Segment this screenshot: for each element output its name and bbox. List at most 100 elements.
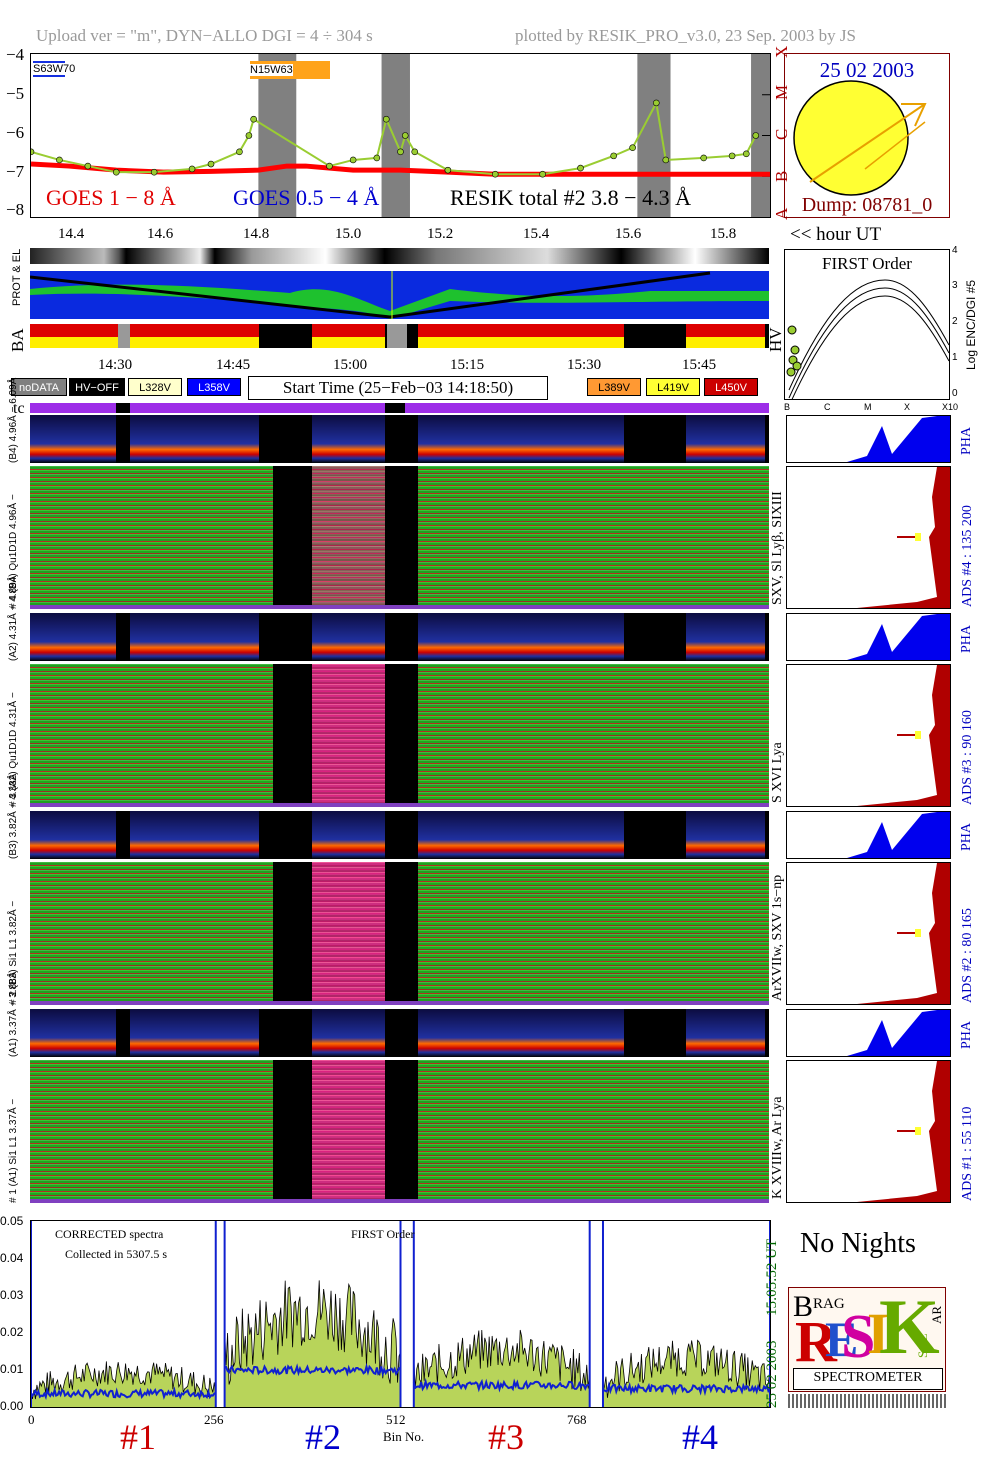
prot-el-strip <box>30 271 769 319</box>
fo-y-tick: 3 <box>952 280 958 291</box>
logo-letter-e: E <box>825 1311 859 1367</box>
hour-tick: 15.6 <box>615 226 642 242</box>
spectrum-area <box>224 1280 401 1407</box>
prot-el-label: PROT & EL <box>11 248 23 306</box>
pha-block <box>312 1009 385 1057</box>
resik-point <box>411 148 419 156</box>
spectrum-trace <box>413 1329 591 1392</box>
spectrogram-gap <box>273 664 312 807</box>
hour-tick: 14.4 <box>58 226 85 242</box>
pha-profile <box>786 1009 951 1057</box>
legend-l328v: L328V <box>128 378 182 396</box>
resik-point <box>207 160 215 168</box>
spectrum-trace <box>602 1339 770 1398</box>
data-point <box>792 361 802 371</box>
pha-text: PHA <box>959 822 974 851</box>
legend-l358v: L358V <box>187 378 241 396</box>
first-order-title: FIRST Order <box>822 254 912 273</box>
resik-point <box>444 166 452 174</box>
hour-axis: 14.4 14.6 14.8 15.0 15.2 15.4 15.6 15.8 <box>30 226 771 244</box>
spec-x-label: Bin No. <box>383 1429 425 1444</box>
spectrogram-baseline <box>30 1199 769 1203</box>
data-point <box>787 325 797 335</box>
sun-panel: 25 02 2003 Dump: 08781_0 <box>784 53 950 218</box>
arrow-head-icon <box>901 103 927 127</box>
ads-label: ADS #3 : 90 160 <box>960 710 975 805</box>
pha-profile-fill <box>787 614 950 660</box>
pha-time-image <box>30 415 769 463</box>
resik-point <box>653 99 660 107</box>
channel-marker-4: #4 <box>682 1417 718 1457</box>
ads-label: ADS #1 : 55 110 <box>960 1106 975 1201</box>
spectrum-plot <box>31 1221 770 1407</box>
spectrogram-gap <box>385 466 418 609</box>
night-band <box>637 54 671 217</box>
legend-l450v: L450V <box>704 378 758 396</box>
flare-pink-band <box>312 466 385 609</box>
pha-block <box>418 1009 624 1057</box>
pha-block <box>30 613 259 661</box>
orbit-trace <box>30 271 711 319</box>
region-label-s63w70: S63W70 <box>33 61 76 77</box>
time-axis: 14:30 14:45 15:00 15:15 15:30 15:45 <box>30 357 771 375</box>
spectrogram-gap <box>273 862 312 1005</box>
spectrogram-gap <box>385 862 418 1005</box>
spectrogram-gap <box>385 1060 418 1203</box>
spec-x-tick: 512 <box>386 1412 406 1427</box>
sun-disk <box>793 80 909 196</box>
curve-lower <box>791 295 949 399</box>
hv-label: HV <box>766 327 785 352</box>
spectrum-note-collected: Collected in 5307.5 s <box>65 1247 167 1261</box>
first-order-panel: FIRST Order <box>784 249 950 400</box>
spec-x-tick: 768 <box>567 1412 587 1427</box>
fo-x-tick: C <box>824 402 831 412</box>
tc-label: tc <box>13 400 25 417</box>
emission-lines-label: K XVIIIw, Ar Lya <box>770 1096 785 1199</box>
goes-y-tick: −8 <box>6 200 25 219</box>
logo-letter-i: I <box>867 1301 890 1366</box>
ads-profile-fill <box>857 1061 950 1202</box>
legend-goes-short: GOES 0.5 − 4 Å <box>233 185 380 210</box>
pha-text: PHA <box>959 1020 974 1049</box>
resik-point <box>84 162 92 170</box>
no-data-gap <box>387 324 407 348</box>
flare-pink-band <box>312 862 385 1005</box>
background-trace <box>602 1381 770 1397</box>
resik-point <box>245 132 253 139</box>
spec-y-tick: 0.02 <box>0 1325 24 1339</box>
pha-text: PHA <box>959 624 974 653</box>
channel-marker-3: #3 <box>488 1417 524 1457</box>
pha-heatmap <box>30 613 765 661</box>
flare-pink-band <box>312 1060 385 1203</box>
pha-block <box>686 613 765 661</box>
ads-histogram <box>857 665 950 806</box>
goes-y-tick: −7 <box>6 162 25 181</box>
night-band <box>258 54 297 217</box>
spectrum-trace <box>224 1280 401 1385</box>
spectrum-order: FIRST Order <box>351 1227 415 1241</box>
goes-plot-frame <box>30 53 771 218</box>
hv-off-gap <box>624 324 686 348</box>
hv-off-gap <box>765 324 769 348</box>
pha-heatmap <box>30 1009 765 1057</box>
sun-date: 25 02 2003 <box>819 58 915 82</box>
pha-block <box>686 415 765 463</box>
hour-tick: 15.8 <box>710 226 737 242</box>
channel-marker-1: #1 <box>120 1417 156 1457</box>
time-tick: 15:15 <box>450 357 485 373</box>
logo-letter-s: S <box>841 1303 876 1371</box>
spec-y-tick: 0.01 <box>0 1362 24 1376</box>
spectrogram-image <box>30 862 769 1005</box>
resik-point <box>349 156 357 164</box>
spec-x-tick: 0 <box>28 1412 35 1427</box>
spectrogram-image <box>30 466 769 609</box>
resik-point <box>373 154 381 162</box>
pha-gap <box>116 415 130 463</box>
time-tick: 15:30 <box>567 357 602 373</box>
spectrum-side-time: 15:05:52 UT <box>764 1238 780 1316</box>
no-nights-label: No Nights <box>800 1228 916 1259</box>
pha-profile-fill <box>787 812 950 858</box>
hv-off-gap <box>259 324 312 348</box>
pha-block <box>312 415 385 463</box>
time-tick: 14:30 <box>98 357 133 373</box>
